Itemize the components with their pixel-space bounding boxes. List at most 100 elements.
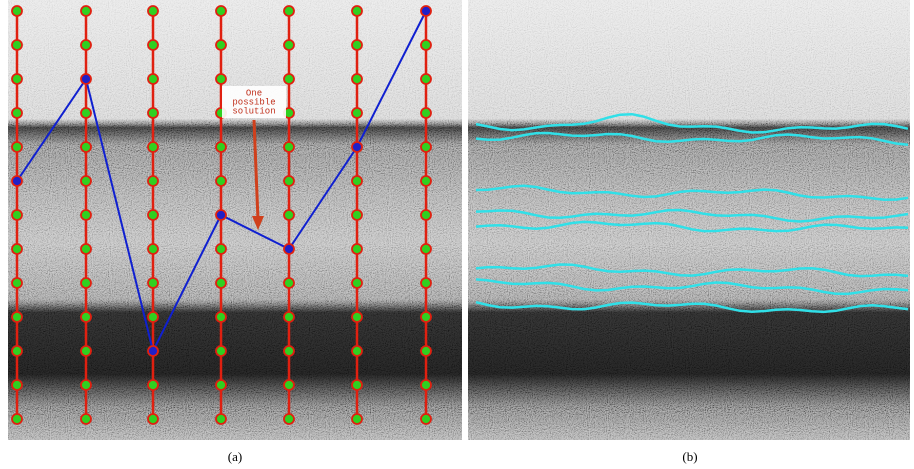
node (351, 413, 363, 425)
boundary-curve (475, 184, 909, 201)
caption: (b) (682, 449, 697, 464)
node (215, 141, 227, 153)
node (147, 73, 159, 85)
node (283, 345, 295, 357)
boundary-curve (475, 278, 909, 296)
node (283, 379, 295, 391)
annotation-box (222, 86, 286, 118)
image-noise (468, 0, 910, 440)
node (283, 277, 295, 289)
node (215, 311, 227, 323)
node (420, 413, 432, 425)
node (420, 209, 432, 221)
node (215, 5, 227, 17)
node (283, 73, 295, 85)
annotation-text: possible (232, 97, 275, 107)
node (420, 107, 432, 119)
node (11, 379, 23, 391)
node (215, 277, 227, 289)
boundary-curve (475, 208, 909, 223)
node (11, 413, 23, 425)
node (283, 413, 295, 425)
node (147, 107, 159, 119)
caption: (a) (228, 449, 242, 464)
node (147, 209, 159, 221)
node (147, 413, 159, 425)
node (420, 311, 432, 323)
node (215, 345, 227, 357)
node (80, 379, 92, 391)
selected-node (147, 345, 159, 357)
boundary-curve (475, 131, 909, 146)
node (420, 39, 432, 51)
node (147, 39, 159, 51)
node (351, 243, 363, 255)
node (283, 209, 295, 221)
node (420, 175, 432, 187)
node (420, 243, 432, 255)
boundary-curve (475, 300, 909, 314)
node (420, 277, 432, 289)
node (283, 141, 295, 153)
node (80, 311, 92, 323)
node (351, 5, 363, 17)
node (420, 73, 432, 85)
node (351, 345, 363, 357)
node (351, 311, 363, 323)
selected-node (215, 209, 227, 221)
annotation-arrow (252, 119, 260, 221)
node (351, 73, 363, 85)
node (215, 175, 227, 187)
node (147, 175, 159, 187)
annotation-text: One (246, 88, 262, 98)
node (215, 379, 227, 391)
node (147, 243, 159, 255)
node (11, 277, 23, 289)
boundary-curve (475, 263, 909, 278)
node (11, 311, 23, 323)
annotation-text: solution (232, 106, 275, 116)
node (420, 345, 432, 357)
node (11, 39, 23, 51)
node (283, 311, 295, 323)
node (11, 141, 23, 153)
selected-node (80, 73, 92, 85)
node (11, 5, 23, 17)
node (80, 39, 92, 51)
node (11, 243, 23, 255)
node (147, 141, 159, 153)
node (351, 107, 363, 119)
node (351, 175, 363, 187)
node (147, 277, 159, 289)
node (80, 277, 92, 289)
node (215, 413, 227, 425)
node (11, 107, 23, 119)
node (80, 107, 92, 119)
node (147, 311, 159, 323)
node (215, 243, 227, 255)
node (11, 345, 23, 357)
node (283, 175, 295, 187)
boundary-curve (475, 220, 909, 233)
node (80, 243, 92, 255)
node (80, 175, 92, 187)
arrow-head (252, 216, 264, 230)
selected-node (351, 141, 363, 153)
node (351, 39, 363, 51)
node (283, 39, 295, 51)
node (420, 141, 432, 153)
node (80, 209, 92, 221)
node (11, 73, 23, 85)
image-noise (8, 0, 462, 440)
node (215, 39, 227, 51)
panel-b (468, 0, 910, 440)
node (351, 379, 363, 391)
node (80, 413, 92, 425)
node (215, 73, 227, 85)
node (147, 5, 159, 17)
node (147, 379, 159, 391)
node (80, 141, 92, 153)
node (283, 5, 295, 17)
node (420, 379, 432, 391)
